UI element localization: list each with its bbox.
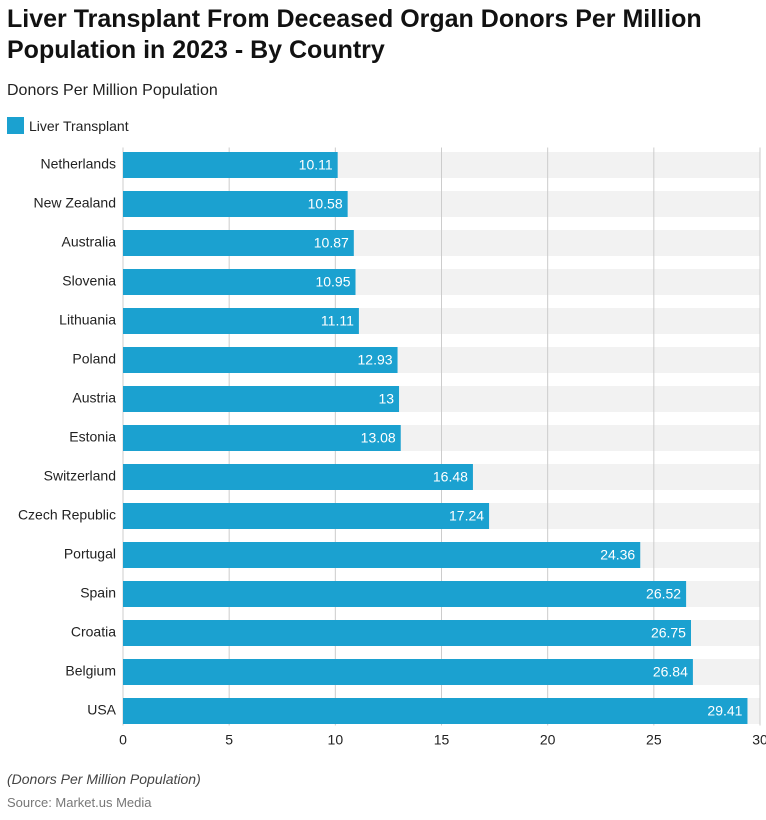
- value-label: 17.24: [449, 508, 484, 524]
- x-tick-label: 15: [434, 732, 450, 748]
- y-tick-label: USA: [87, 702, 116, 718]
- value-label: 13: [378, 391, 394, 407]
- x-tick-label: 20: [540, 732, 556, 748]
- y-tick-label: Austria: [72, 390, 116, 406]
- x-tick-label: 5: [225, 732, 233, 748]
- bar: [123, 230, 354, 256]
- value-label: 26.84: [653, 664, 688, 680]
- axis-note: (Donors Per Million Population): [7, 771, 201, 787]
- legend-label: Liver Transplant: [29, 117, 129, 134]
- bar: [123, 425, 401, 451]
- bar: [123, 308, 359, 334]
- value-label: 26.52: [646, 586, 681, 602]
- chart-title: Liver Transplant From Deceased Organ Don…: [7, 5, 702, 64]
- value-label: 11.11: [321, 313, 354, 329]
- chart: 0 5 10 15 20 25 30 Netherlands 10.11 New Zealand 1…: [18, 147, 766, 748]
- bar: [123, 464, 473, 490]
- legend-swatch: [7, 117, 24, 134]
- chart-subtitle: Donors Per Million Population: [7, 82, 218, 99]
- value-label: 10.95: [315, 274, 350, 290]
- y-tick-label: Belgium: [65, 663, 116, 679]
- bar: [123, 581, 687, 607]
- y-tick-label: New Zealand: [34, 195, 117, 211]
- y-tick-label: Australia: [62, 234, 117, 250]
- value-label: 26.75: [651, 625, 686, 641]
- x-tick-label: 30: [752, 732, 766, 748]
- y-tick-label: Croatia: [71, 624, 116, 640]
- y-tick-label: Slovenia: [62, 273, 116, 289]
- bar: [123, 269, 356, 295]
- bar: [123, 542, 641, 568]
- value-label: 16.48: [433, 469, 468, 485]
- bar: [123, 698, 748, 724]
- y-tick-label: Switzerland: [44, 468, 116, 484]
- legend: Liver Transplant: [7, 117, 129, 134]
- y-tick-label: Czech Republic: [18, 507, 116, 523]
- bar: [123, 347, 398, 373]
- bar: [123, 152, 338, 178]
- bar: [123, 191, 348, 217]
- bar: [123, 620, 691, 646]
- bar: [123, 659, 693, 685]
- bar: [123, 386, 400, 412]
- bar: [123, 503, 490, 529]
- value-label: 10.87: [314, 235, 349, 251]
- value-label: 13.08: [361, 430, 396, 446]
- y-tick-label: Spain: [80, 585, 116, 601]
- value-label: 10.11: [299, 157, 333, 173]
- y-tick-label: Portugal: [64, 546, 116, 562]
- value-label: 29.41: [707, 703, 742, 719]
- value-label: 12.93: [358, 352, 393, 368]
- y-tick-label: Estonia: [69, 429, 116, 445]
- value-label: 10.58: [308, 196, 343, 212]
- x-tick-label: 25: [646, 732, 662, 748]
- source: Source: Market.us Media: [7, 795, 152, 810]
- y-tick-label: Lithuania: [59, 312, 116, 328]
- y-tick-label: Netherlands: [41, 156, 117, 172]
- x-tick-label: 0: [119, 732, 127, 748]
- y-tick-label: Poland: [72, 351, 116, 367]
- x-tick-label: 10: [328, 732, 344, 748]
- value-label: 24.36: [600, 547, 635, 563]
